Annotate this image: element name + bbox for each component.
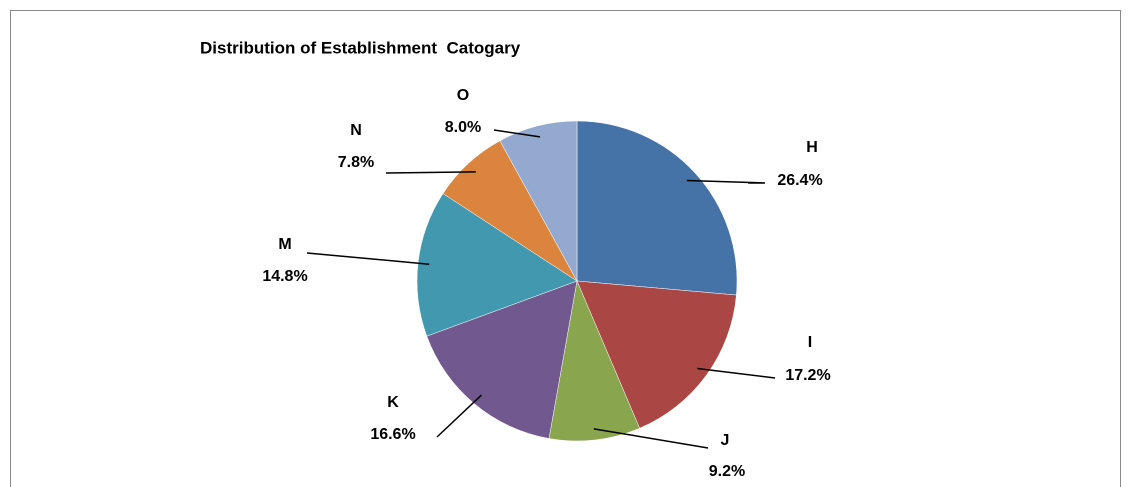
leader-line — [697, 367, 776, 379]
leader-line — [436, 394, 482, 438]
slice-value-label: 16.6% — [370, 426, 415, 443]
pie-slice — [576, 280, 737, 429]
slice-label: I — [808, 334, 812, 351]
pie-slice — [548, 280, 640, 442]
pie-slice — [499, 120, 578, 282]
slice-label: O — [457, 87, 469, 104]
leader-line — [686, 179, 766, 184]
slice-label: M — [278, 236, 291, 253]
slice-label: N — [350, 122, 362, 139]
slice-label: H — [806, 139, 818, 156]
slice-label: K — [387, 394, 399, 411]
slice-value-label: 8.0% — [445, 119, 481, 136]
leader-line — [493, 129, 541, 138]
slice-value-label: 26.4% — [777, 172, 822, 189]
pie-slice — [576, 120, 738, 296]
pie-slice — [426, 280, 578, 439]
slice-value-label: 17.2% — [785, 367, 830, 384]
leader-line — [306, 252, 430, 265]
slice-label: J — [721, 432, 730, 449]
slice-value-label: 9.2% — [709, 463, 745, 480]
leader-line — [385, 171, 476, 174]
leader-line — [593, 428, 709, 449]
slice-value-label: 14.8% — [262, 268, 307, 285]
chart-title: Distribution of Establishment Catogary — [200, 38, 521, 57]
slice-value-label: 7.8% — [338, 154, 374, 171]
